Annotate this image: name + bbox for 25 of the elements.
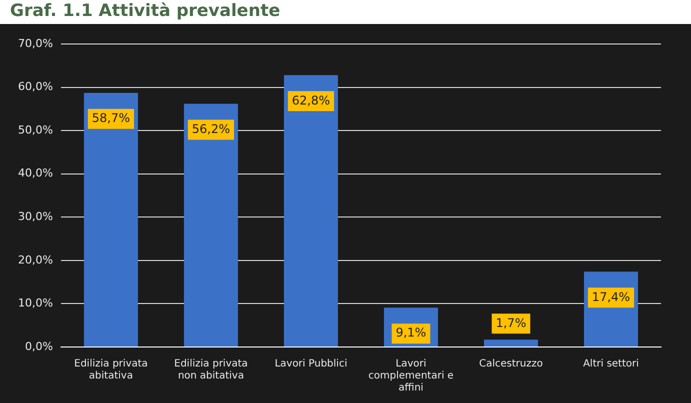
y-tick-label: 40,0% <box>18 166 53 180</box>
data-label: 58,7% <box>92 111 130 126</box>
data-label: 56,2% <box>192 122 230 136</box>
bar <box>184 104 238 346</box>
data-label: 62,8% <box>292 93 330 108</box>
y-tick-label: 60,0% <box>18 80 53 94</box>
chart-title: Graf. 1.1 Attività prevalente <box>9 0 282 23</box>
x-tick-label: Lavori complementari e affini <box>368 358 454 394</box>
y-tick-label: 50,0% <box>18 123 53 136</box>
y-tick-label: 70,0% <box>18 36 53 50</box>
bar <box>84 92 138 346</box>
y-tick-label: 10,0% <box>18 296 53 310</box>
y-tick-label: 0,0% <box>24 340 53 353</box>
data-label: 9,1% <box>396 326 426 340</box>
x-tick-label: Altri settori <box>583 358 639 370</box>
x-tick-label: Calcestruzzo <box>479 358 543 370</box>
x-tick-label: Edilizia privata non abitativa <box>174 358 248 382</box>
x-tick-label: Edilizia privata abitativa <box>74 358 148 382</box>
bar <box>284 75 338 346</box>
data-label: 17,4% <box>592 290 630 304</box>
y-tick-label: 30,0% <box>18 210 53 223</box>
bar <box>484 340 538 346</box>
y-tick-label: 20,0% <box>18 253 53 266</box>
x-tick-label: Lavori Pubblici <box>274 358 348 370</box>
data-label: 1,7% <box>496 316 526 330</box>
